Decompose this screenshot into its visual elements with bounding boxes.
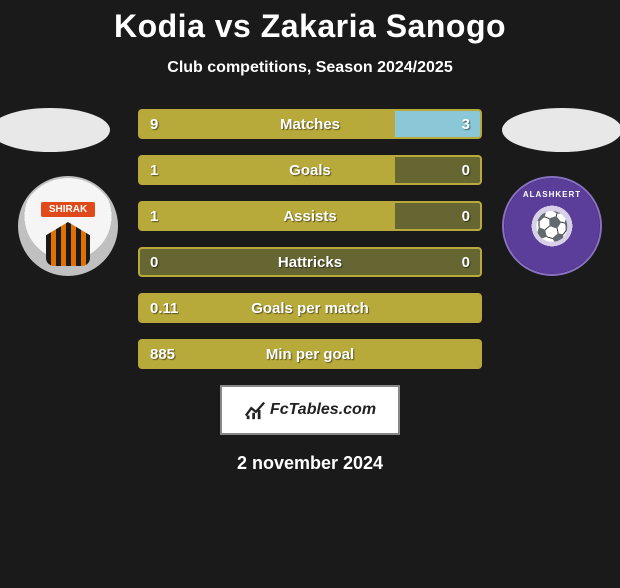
date-label: 2 november 2024 [0, 453, 620, 474]
branding-text: FcTables.com [270, 401, 376, 419]
decor-ellipse-right [502, 108, 620, 152]
club-crest-right [502, 176, 602, 276]
stat-row: 0.11Goals per match [138, 293, 482, 323]
club-crest-left [18, 176, 118, 276]
stat-label: Goals [140, 162, 480, 179]
stat-row: 885Min per goal [138, 339, 482, 369]
stat-label: Assists [140, 208, 480, 225]
player-right-panel [502, 108, 620, 276]
stat-label: Hattricks [140, 254, 480, 271]
decor-ellipse-left [0, 108, 110, 152]
branding-box: FcTables.com [220, 385, 400, 435]
chart-icon [244, 399, 266, 421]
stat-value-right: 0 [462, 162, 470, 179]
player-left-panel [0, 108, 118, 276]
stat-row: 1Goals0 [138, 155, 482, 185]
stat-bars: 9Matches31Goals01Assists00Hattricks00.11… [138, 109, 482, 369]
stat-label: Goals per match [140, 300, 480, 317]
stat-row: 0Hattricks0 [138, 247, 482, 277]
subtitle: Club competitions, Season 2024/2025 [0, 59, 620, 77]
stat-value-right: 3 [462, 116, 470, 133]
stat-row: 9Matches3 [138, 109, 482, 139]
stat-row: 1Assists0 [138, 201, 482, 231]
stat-value-right: 0 [462, 254, 470, 271]
stat-value-right: 0 [462, 208, 470, 225]
page-title: Kodia vs Zakaria Sanogo [0, 8, 620, 45]
stat-label: Min per goal [140, 346, 480, 363]
stat-label: Matches [140, 116, 480, 133]
